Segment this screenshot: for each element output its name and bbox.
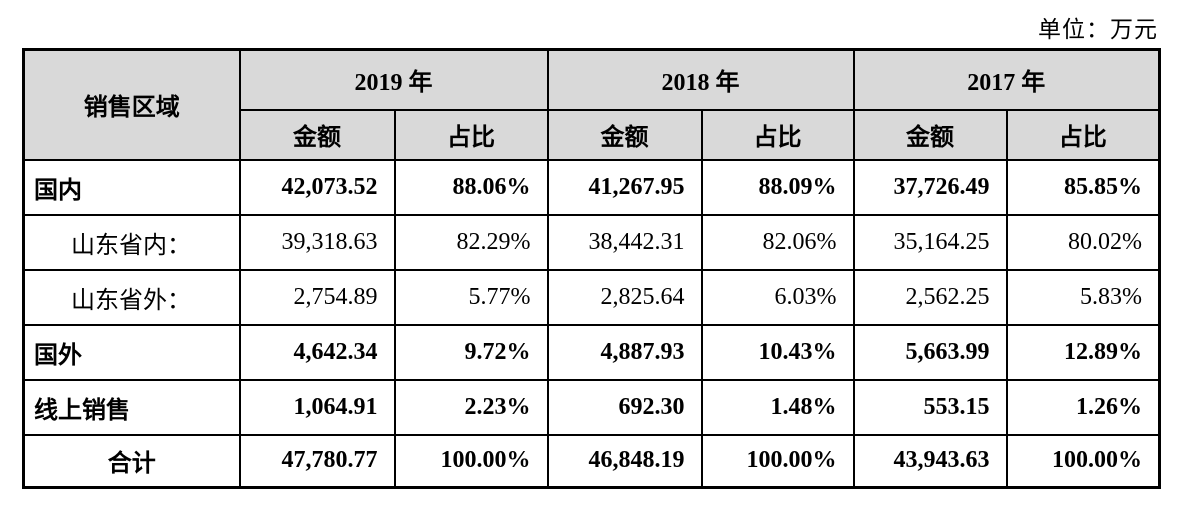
value-cell: 41,267.95: [546, 158, 703, 216]
value-cell: 37,726.49: [852, 158, 1008, 216]
value-cell: 88.06%: [393, 158, 549, 216]
value-cell: 43,943.63: [852, 433, 1008, 489]
year-header-2019: 2019 年: [238, 48, 549, 111]
row-label: 国外: [22, 323, 241, 381]
row-label: 山东省内：: [22, 213, 241, 271]
value-cell: 100.00%: [1005, 433, 1161, 489]
value-cell: 1.26%: [1005, 378, 1161, 436]
sales-region-table: 销售区域 2019 年 2018 年 2017 年 金额 占比 金额 占比 金额…: [22, 48, 1161, 489]
value-cell: 553.15: [852, 378, 1008, 436]
value-cell: 80.02%: [1005, 213, 1161, 271]
row-label: 山东省外：: [22, 268, 241, 326]
year-header-2018: 2018 年: [546, 48, 855, 111]
amount-header-2017: 金额: [852, 108, 1008, 161]
table-header-sub-row: 金额 占比 金额 占比 金额 占比: [24, 108, 1161, 161]
value-cell: 2,825.64: [546, 268, 703, 326]
table-row-foreign: 国外 4,642.34 9.72% 4,887.93 10.43% 5,663.…: [22, 323, 1161, 381]
value-cell: 4,887.93: [546, 323, 703, 381]
year-header-2017: 2017 年: [852, 48, 1161, 111]
amount-header-2018: 金额: [546, 108, 703, 161]
value-cell: 46,848.19: [546, 433, 703, 489]
share-header-2019: 占比: [393, 108, 549, 161]
table-row-online-sales: 线上销售 1,064.91 2.23% 692.30 1.48% 553.15 …: [22, 378, 1161, 436]
row-label: 国内: [22, 158, 241, 216]
value-cell: 100.00%: [393, 433, 549, 489]
amount-header-2019: 金额: [238, 108, 396, 161]
value-cell: 4,642.34: [238, 323, 396, 381]
value-cell: 5.77%: [393, 268, 549, 326]
value-cell: 10.43%: [700, 323, 855, 381]
share-header-2018: 占比: [700, 108, 855, 161]
value-cell: 2,562.25: [852, 268, 1008, 326]
value-cell: 5,663.99: [852, 323, 1008, 381]
value-cell: 42,073.52: [238, 158, 396, 216]
table-header-year-row: 销售区域 2019 年 2018 年 2017 年: [22, 48, 1161, 161]
table-row-domestic: 国内 42,073.52 88.06% 41,267.95 88.09% 37,…: [22, 158, 1161, 216]
value-cell: 1,064.91: [238, 378, 396, 436]
value-cell: 2,754.89: [238, 268, 396, 326]
value-cell: 2.23%: [393, 378, 549, 436]
value-cell: 6.03%: [700, 268, 855, 326]
table-row-shandong-inside: 山东省内： 39,318.63 82.29% 38,442.31 82.06% …: [22, 213, 1161, 271]
value-cell: 692.30: [546, 378, 703, 436]
region-column-header: 销售区域: [22, 48, 241, 161]
share-header-2017: 占比: [1005, 108, 1161, 161]
value-cell: 35,164.25: [852, 213, 1008, 271]
unit-label: 单位：万元: [1038, 17, 1158, 42]
table-row-shandong-outside: 山东省外： 2,754.89 5.77% 2,825.64 6.03% 2,56…: [22, 268, 1161, 326]
value-cell: 88.09%: [700, 158, 855, 216]
value-cell: 85.85%: [1005, 158, 1161, 216]
value-cell: 100.00%: [700, 433, 855, 489]
value-cell: 38,442.31: [546, 213, 703, 271]
table-row-total: 合计 47,780.77 100.00% 46,848.19 100.00% 4…: [22, 433, 1161, 489]
value-cell: 39,318.63: [238, 213, 396, 271]
value-cell: 12.89%: [1005, 323, 1161, 381]
value-cell: 1.48%: [700, 378, 855, 436]
value-cell: 82.29%: [393, 213, 549, 271]
row-label: 线上销售: [22, 378, 241, 436]
value-cell: 47,780.77: [238, 433, 396, 489]
value-cell: 9.72%: [393, 323, 549, 381]
row-label: 合计: [22, 433, 241, 489]
value-cell: 5.83%: [1005, 268, 1161, 326]
value-cell: 82.06%: [700, 213, 855, 271]
